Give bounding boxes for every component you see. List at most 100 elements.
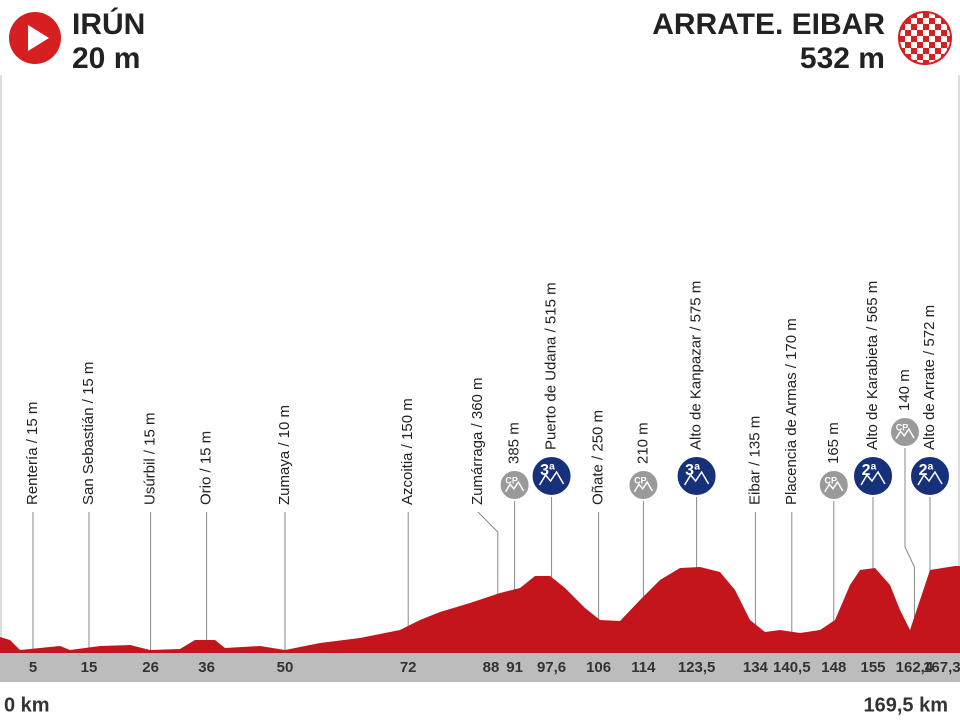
- km-label: 5: [29, 659, 37, 676]
- km-label: 167,3: [923, 659, 960, 676]
- check: [899, 12, 905, 18]
- waypoint-label: Placencia de Armas / 170 m: [783, 318, 800, 505]
- check: [911, 36, 917, 42]
- km-label: 26: [142, 659, 159, 676]
- check: [947, 12, 951, 18]
- check: [929, 42, 935, 48]
- waypoint-label: Azcoitia / 150 m: [399, 398, 416, 505]
- check: [923, 36, 929, 42]
- icon: [675, 455, 718, 497]
- km-label: 123,5: [678, 659, 716, 676]
- icon: [627, 469, 660, 501]
- waypoint-label: Rentería / 15 m: [24, 402, 41, 505]
- icon-text: CP: [825, 476, 838, 486]
- checks: [899, 12, 951, 64]
- check: [911, 48, 917, 54]
- check: [929, 30, 935, 36]
- icon-text: CP: [896, 423, 909, 433]
- km-label: 140,5: [773, 659, 811, 676]
- check: [935, 48, 941, 54]
- km-label: 114: [631, 659, 656, 676]
- km-label: 162,4: [896, 659, 934, 676]
- check: [935, 36, 941, 42]
- check: [929, 18, 935, 24]
- check: [899, 36, 905, 42]
- check: [917, 54, 923, 60]
- check: [929, 54, 935, 60]
- check: [923, 24, 929, 30]
- icon-text: CP: [634, 476, 647, 486]
- icon-peaks: [860, 470, 886, 486]
- check: [935, 24, 941, 30]
- check: [917, 18, 923, 24]
- waypoint-label: 385 m: [506, 422, 523, 464]
- km-label: 36: [198, 659, 215, 676]
- icon-text: CP: [505, 476, 518, 486]
- waypoint-label: 210 m: [634, 422, 651, 464]
- icon-text: 2ª: [919, 462, 934, 479]
- km-label: 155: [860, 659, 885, 676]
- km-label: 50: [277, 659, 294, 676]
- finish-name: ARRATE. EIBAR: [652, 8, 885, 41]
- profile: [0, 566, 960, 653]
- km-band: [0, 653, 960, 682]
- km-label: 97,6: [537, 659, 566, 676]
- waypoint-label: Alto de Kanpazar / 575 m: [688, 281, 705, 450]
- check: [947, 60, 951, 64]
- waypoint-label: 165 m: [825, 422, 842, 464]
- flag-ring: [898, 11, 952, 65]
- icon-text: 3ª: [685, 462, 700, 479]
- distance-start: 0 km: [4, 694, 50, 716]
- start-arrow: [28, 25, 49, 51]
- km-label: 72: [400, 659, 417, 676]
- waypoint-label: San Sebastián / 15 m: [80, 362, 97, 505]
- icon-peaks: [895, 427, 915, 440]
- waypoint-label: Zumaya / 10 m: [276, 405, 293, 505]
- leader: [904, 447, 915, 650]
- waypoint-label: Alto de Arrate / 572 m: [921, 305, 938, 450]
- icon-text: 2ª: [862, 462, 877, 479]
- check: [923, 60, 929, 64]
- check: [905, 30, 911, 36]
- waypoint-label: Usúrbil / 15 m: [142, 412, 159, 505]
- km-label: 148: [821, 659, 846, 676]
- icon: [498, 469, 531, 501]
- km-label: 134: [743, 659, 769, 676]
- check: [941, 30, 947, 36]
- check: [905, 18, 911, 24]
- km-label: 91: [506, 659, 523, 676]
- check: [899, 60, 905, 64]
- start-name: IRÚN: [72, 7, 145, 41]
- check: [947, 36, 951, 42]
- waypoint-label: Alto de Karabieta / 565 m: [864, 281, 881, 450]
- waypoint-label: Oñate / 250 m: [590, 410, 607, 505]
- icon-peaks: [683, 470, 710, 486]
- check: [923, 12, 929, 18]
- waypoint-label: Eibar / 135 m: [746, 416, 763, 505]
- icon: [852, 455, 894, 497]
- icon-peaks: [824, 480, 844, 493]
- waypoints: 5 Rentería / 15 m 15 San Sebastián / 15 m 26…: [24, 281, 960, 676]
- waypoint-label: 140 m: [896, 369, 913, 411]
- check: [923, 48, 929, 54]
- check: [911, 24, 917, 30]
- icon-peaks: [538, 470, 565, 486]
- km-label: 88: [483, 659, 500, 676]
- check: [941, 42, 947, 48]
- check: [917, 30, 923, 36]
- start-altitude: 20 m: [72, 42, 140, 75]
- distance-end: 169,5 km: [863, 694, 948, 716]
- icon-peaks: [633, 480, 654, 493]
- waypoint-label: Orio / 15 m: [198, 431, 215, 505]
- waypoint-label: Puerto de Udana / 515 m: [543, 282, 560, 450]
- icon: [889, 416, 921, 448]
- icon: [909, 455, 951, 497]
- km-label: 15: [81, 659, 98, 676]
- check: [905, 42, 911, 48]
- icon: [817, 469, 850, 501]
- waypoint-label: Zumárraga / 360 m: [469, 377, 486, 505]
- icon-peaks: [917, 470, 943, 486]
- icon-text: 3ª: [540, 462, 555, 479]
- finish-icon: [898, 11, 952, 65]
